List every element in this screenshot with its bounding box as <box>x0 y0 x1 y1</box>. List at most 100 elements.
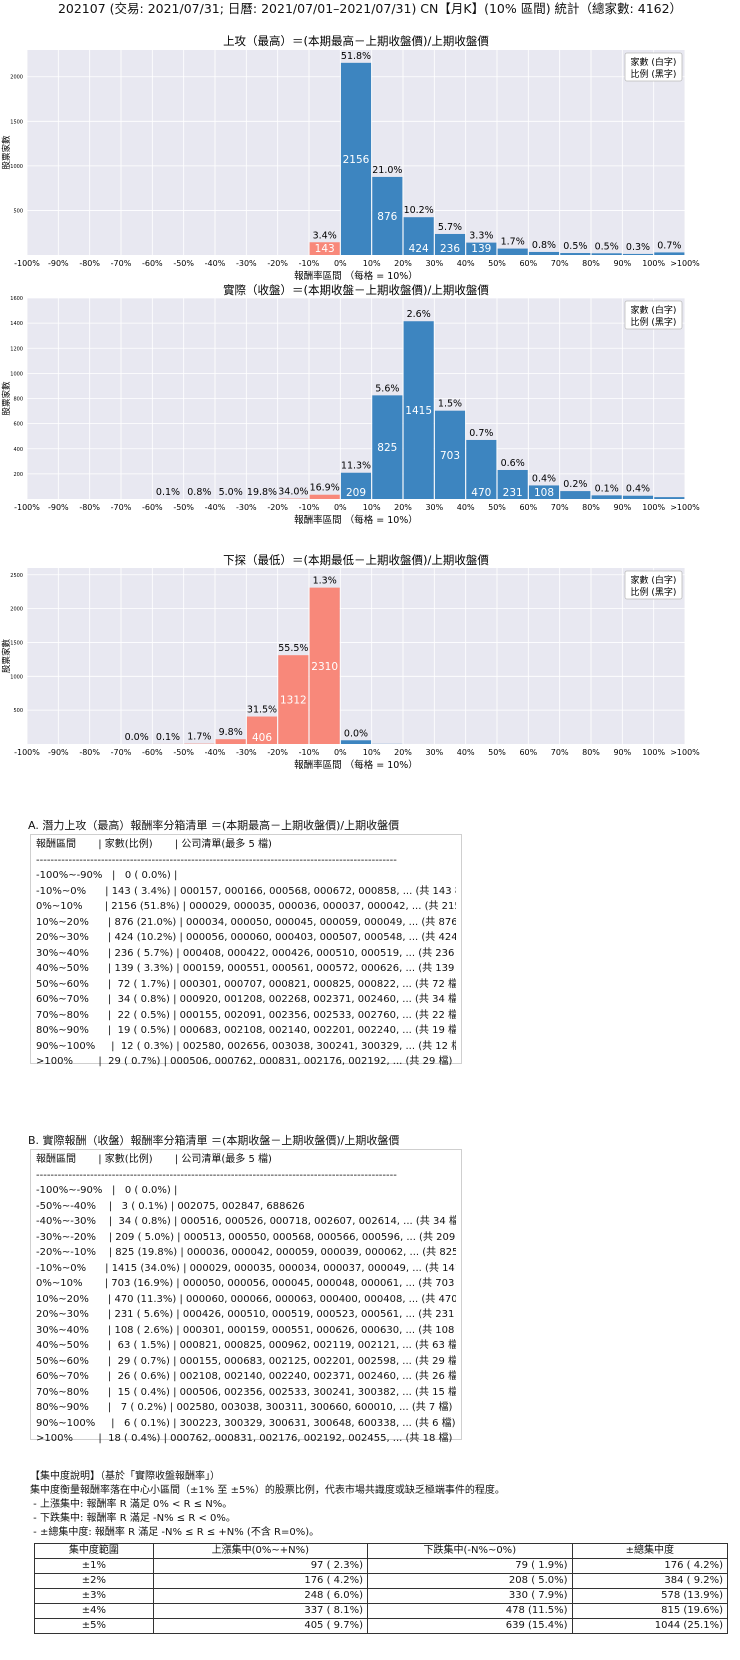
x-tick-label: 80% <box>582 503 600 512</box>
concentration-note-line: - 下跌集中: 報酬率 R 滿足 -N% ≤ R < 0%。 <box>30 1513 236 1524</box>
page-title: 202107 (交易: 2021/07/31; 日曆: 2021/07/01–2… <box>57 1 683 16</box>
bar-pct-label: 1.7% <box>187 732 211 743</box>
x-tick-label: -90% <box>48 259 69 268</box>
section-b-line: 30%~40% | 108 ( 2.6%) | 000301, 000159, … <box>36 1324 456 1336</box>
section-b-line: -30%~-20% | 209 ( 5.0%) | 000513, 000550… <box>36 1231 456 1243</box>
bar <box>560 253 591 255</box>
concentration-notes: 【集中度說明】（基於「實際收盤報酬率」） 集中度衡量報酬率落在中心小區間（±1% … <box>30 1470 728 1540</box>
bar-pct-label: 21.0% <box>372 165 402 176</box>
section-a-line: 50%~60% | 72 ( 1.7%) | 000301, 000707, 0… <box>36 978 456 990</box>
bar-pct-label: 9.8% <box>219 727 243 738</box>
x-tick-label: 100% <box>642 259 665 268</box>
x-tick-label: -30% <box>236 503 257 512</box>
col-header-down: 下跌集中(-N%~0%) <box>366 1543 573 1559</box>
x-axis-label: 報酬率區間 （每格 = 10%） <box>294 759 418 771</box>
bar <box>622 253 654 255</box>
section-a-line: >100% | 29 ( 0.7%) | 000506, 000762, 000… <box>36 1056 453 1067</box>
x-tick-label: -70% <box>111 748 132 757</box>
bar-pct-label: 0.2% <box>563 479 587 490</box>
x-tick-label: 20% <box>394 748 412 757</box>
section-a-line: 20%~30% | 424 (10.2%) | 000056, 000060, … <box>36 932 456 943</box>
x-tick-label: -60% <box>142 259 163 268</box>
x-tick-label: -10% <box>299 748 320 757</box>
bar-pct-label: 0.4% <box>626 484 650 495</box>
x-tick-label: 60% <box>519 503 537 512</box>
x-tick-label: -90% <box>48 748 69 757</box>
concentration-cell: ±3% <box>34 1588 154 1604</box>
bar-pct-label: 3.4% <box>313 230 337 241</box>
bar-pct-label: 0.7% <box>469 428 493 439</box>
bar-count-label: 2310 <box>311 661 338 673</box>
y-tick-label: 1000 <box>10 371 23 377</box>
bar-count-label: 1312 <box>280 695 307 707</box>
bar <box>340 62 372 256</box>
bar <box>309 587 340 744</box>
x-tick-label: -80% <box>79 503 100 512</box>
concentration-cell: 384 ( 9.2%) <box>571 1573 729 1589</box>
bar-pct-label: 1.5% <box>438 399 462 410</box>
bar-pct-label: 0.7% <box>657 240 681 251</box>
section-b-line: 報酬區間 | 家數(比例) | 公司清單(最多 5 檔) <box>36 1154 272 1165</box>
x-tick-label: -90% <box>48 503 69 512</box>
section-a-line: -100%~-90% | 0 ( 0.0%) | <box>36 870 178 881</box>
y-tick-label: 600 <box>13 422 23 428</box>
bar-pct-label: 0.3% <box>626 242 650 253</box>
y-tick-label: 1500 <box>10 119 23 125</box>
section-a-line: 70%~80% | 22 ( 0.5%) | 000155, 002091, 0… <box>36 1009 456 1021</box>
concentration-cell: 405 ( 9.7%) <box>152 1618 368 1634</box>
concentration-note-line: 集中度衡量報酬率落在中心小區間（±1% 至 ±5%）的股票比例，代表市場共識度或… <box>30 1485 505 1496</box>
bar <box>246 716 278 744</box>
bar <box>591 253 622 255</box>
x-tick-label: -60% <box>142 503 163 512</box>
x-tick-label: -100% <box>14 748 40 757</box>
x-tick-label: -10% <box>299 503 320 512</box>
x-tick-label: 60% <box>519 259 537 268</box>
bar <box>560 491 591 499</box>
concentration-cell: 815 (19.6%) <box>571 1603 729 1619</box>
concentration-cell: 176 ( 4.2%) <box>152 1573 368 1589</box>
section-b-line: -10%~0% | 1415 (34.0%) | 000029, 000035,… <box>36 1262 456 1274</box>
section-a-line: 10%~20% | 876 (21.0%) | 000034, 000050, … <box>36 916 456 928</box>
bar <box>497 469 528 499</box>
x-tick-label: 70% <box>551 503 569 512</box>
x-tick-label: -20% <box>267 748 288 757</box>
bar-count-label: 406 <box>252 732 272 744</box>
bar-count-label: 108 <box>534 487 554 499</box>
x-tick-label: 50% <box>488 503 506 512</box>
concentration-row: ±2% 176 ( 4.2%) 208 ( 5.0%) 384 ( 9.2%) <box>34 1573 729 1589</box>
legend-line: 家數 (白字) <box>631 574 677 586</box>
section-b-line: >100% | 18 ( 0.4%) | 000762, 000831, 002… <box>36 1433 453 1444</box>
bar <box>340 472 372 499</box>
bar <box>434 233 466 255</box>
bar <box>466 439 497 499</box>
x-axis-label: 報酬率區間 （每格 = 10%） <box>294 270 418 282</box>
x-tick-label: >100% <box>670 503 700 512</box>
x-tick-label: 50% <box>488 748 506 757</box>
x-tick-label: 0% <box>334 503 347 512</box>
bar-pct-label: 5.7% <box>438 222 462 233</box>
legend-line: 比例 (黑字) <box>631 316 677 328</box>
concentration-cell: 176 ( 4.2%) <box>571 1558 729 1574</box>
bar <box>528 485 560 499</box>
bar <box>591 495 622 499</box>
bar <box>622 495 654 499</box>
y-tick-label: 1600 <box>10 296 23 302</box>
x-tick-label: -50% <box>173 503 194 512</box>
bar-pct-label: 2.6% <box>407 309 431 320</box>
bar-pct-label: 34.0% <box>278 487 308 498</box>
concentration-cell: ±1% <box>34 1558 154 1574</box>
x-tick-label: 30% <box>425 259 443 268</box>
section-a-title: A. 潛力上攻（最高）報酬率分箱清單 ＝(本期最高－上期收盤價)/上期收盤價 <box>28 819 400 832</box>
bar-pct-label: 3.3% <box>469 231 493 242</box>
x-tick-label: 50% <box>488 259 506 268</box>
chart-upside-high: 上攻（最高）＝(本期最高－上期收盤價)/上期收盤價 500 1000 1500 2000… <box>1 34 700 282</box>
y-tick-label: 500 <box>13 208 23 214</box>
bar-count-label: 825 <box>377 442 397 454</box>
y-axis-label: 股票家數 <box>1 381 12 416</box>
section-a-line: 80%~90% | 19 ( 0.5%) | 000683, 002108, 0… <box>36 1025 456 1036</box>
bar <box>654 497 685 499</box>
bar-count-label: 143 <box>315 243 335 255</box>
x-tick-label: 40% <box>457 259 475 268</box>
y-tick-label: 500 <box>13 708 23 714</box>
chart-title: 實際（收盤）＝(本期收盤－上期收盤價)/上期收盤價 <box>223 284 489 297</box>
